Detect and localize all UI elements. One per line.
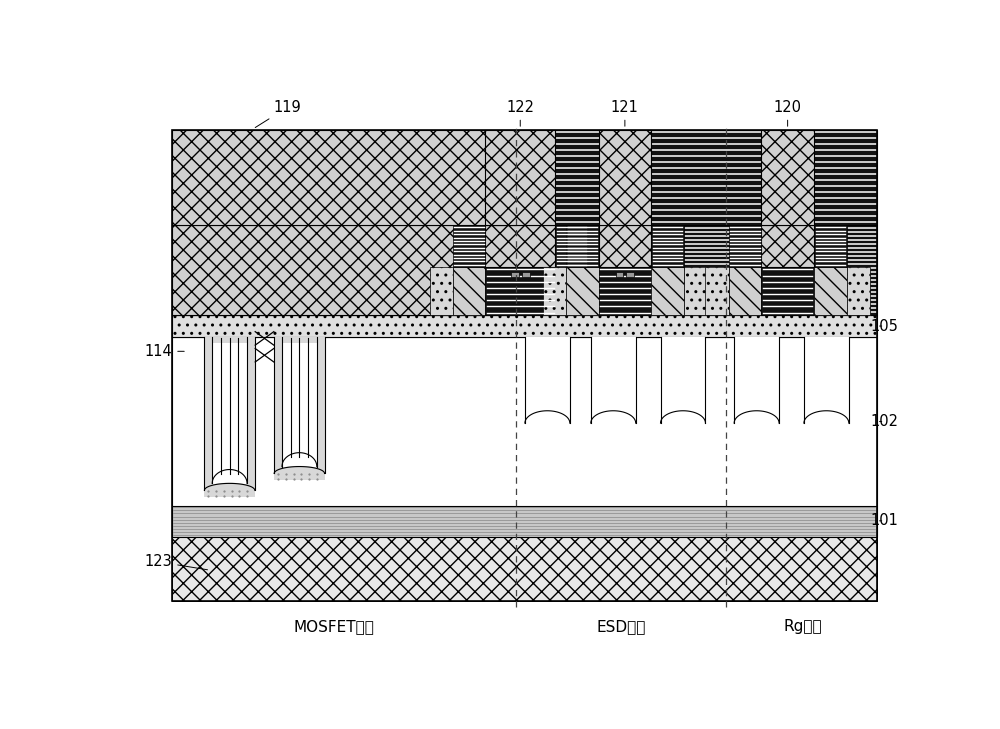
- Bar: [591, 338, 636, 423]
- Bar: [804, 338, 849, 423]
- Text: ESD区域: ESD区域: [596, 619, 646, 634]
- Polygon shape: [734, 410, 779, 423]
- Bar: [588, 267, 611, 315]
- Bar: [172, 225, 516, 315]
- Bar: [212, 343, 247, 483]
- Text: 119: 119: [255, 100, 302, 128]
- Bar: [274, 338, 325, 480]
- Text: 122: 122: [506, 100, 534, 126]
- Text: 101: 101: [871, 513, 898, 529]
- Text: Rg区域: Rg区域: [784, 619, 822, 634]
- Bar: [734, 338, 779, 423]
- Bar: [282, 343, 317, 467]
- Polygon shape: [591, 410, 636, 423]
- Polygon shape: [204, 483, 255, 491]
- Bar: [566, 267, 599, 315]
- Bar: [761, 130, 814, 225]
- Bar: [661, 338, 705, 423]
- Bar: [430, 267, 453, 315]
- Polygon shape: [804, 410, 849, 423]
- Bar: [814, 225, 847, 267]
- Text: MOSFET区域: MOSFET区域: [294, 619, 375, 634]
- Bar: [172, 130, 877, 601]
- Bar: [522, 272, 530, 277]
- Bar: [172, 130, 516, 225]
- Bar: [543, 267, 566, 315]
- Text: 105: 105: [871, 319, 898, 334]
- Bar: [599, 225, 651, 267]
- Bar: [485, 267, 555, 315]
- Bar: [651, 225, 684, 267]
- Polygon shape: [282, 453, 317, 467]
- Text: 120: 120: [774, 100, 802, 126]
- Polygon shape: [274, 467, 325, 473]
- Polygon shape: [212, 469, 247, 483]
- Bar: [761, 267, 814, 315]
- Bar: [453, 267, 485, 315]
- Bar: [566, 225, 599, 267]
- Bar: [453, 225, 485, 267]
- Bar: [516, 130, 877, 225]
- Bar: [485, 130, 555, 225]
- Bar: [172, 338, 877, 506]
- Bar: [555, 225, 588, 267]
- Bar: [172, 315, 877, 338]
- Bar: [599, 130, 651, 225]
- Text: 114: 114: [144, 344, 184, 359]
- Bar: [525, 338, 570, 423]
- Bar: [761, 225, 814, 267]
- Bar: [729, 225, 761, 267]
- Bar: [172, 537, 877, 601]
- Bar: [626, 272, 634, 277]
- Bar: [847, 267, 870, 315]
- Bar: [172, 506, 877, 537]
- Text: 113: 113: [592, 389, 619, 404]
- Bar: [485, 225, 555, 267]
- Bar: [684, 267, 707, 315]
- Text: 121: 121: [611, 100, 639, 126]
- Bar: [204, 338, 255, 497]
- Bar: [814, 267, 847, 315]
- Bar: [172, 225, 877, 315]
- Text: 123: 123: [144, 554, 208, 570]
- Text: 102: 102: [870, 414, 898, 429]
- Polygon shape: [661, 410, 705, 423]
- Polygon shape: [525, 410, 570, 423]
- Bar: [616, 272, 623, 277]
- Bar: [599, 267, 651, 315]
- Bar: [511, 272, 519, 277]
- Bar: [651, 267, 684, 315]
- Bar: [705, 267, 729, 315]
- Bar: [555, 267, 588, 315]
- Bar: [729, 267, 761, 315]
